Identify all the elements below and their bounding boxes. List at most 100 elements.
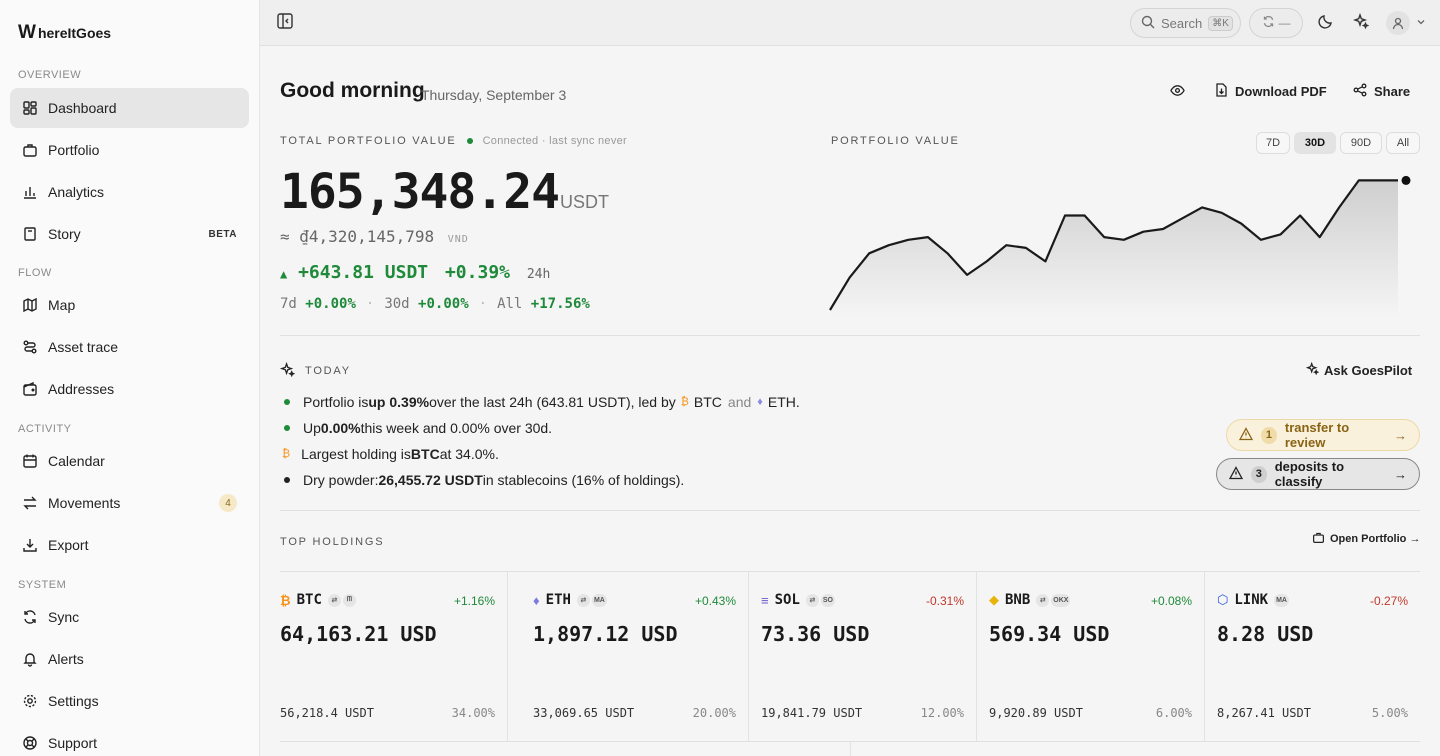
sidebar-item-addresses[interactable]: Addresses xyxy=(10,369,249,409)
portfolio-value-chart[interactable] xyxy=(820,158,1420,318)
search-button[interactable]: Search ⌘K xyxy=(1130,8,1241,38)
brand-name: hereItGoes xyxy=(37,25,112,41)
holding-symbol: SOL xyxy=(774,592,800,608)
toggle-visibility-button[interactable] xyxy=(1170,83,1185,101)
sidebar-item-story[interactable]: Story BETA xyxy=(10,214,249,254)
open-portfolio-link[interactable]: Open Portfolio → xyxy=(1312,531,1420,547)
insight-4: Dry powder: 26,455.72 USDT in stablecoin… xyxy=(284,472,684,488)
share-button[interactable]: Share xyxy=(1353,83,1410,100)
download-pdf-button[interactable]: Download PDF xyxy=(1215,83,1327,100)
change-pct: +0.39% xyxy=(444,262,510,283)
topbar: Search ⌘K — xyxy=(260,0,1440,46)
section-overview: OVERVIEW xyxy=(18,69,82,81)
holding-card-bnb[interactable]: ◆ BNB ⇄ OKX +0.08% 569.34 USD 9,920.89 US… xyxy=(977,572,1205,742)
holding-value: 33,069.65 USDT xyxy=(533,706,635,720)
holding-card-sol[interactable]: ≡ SOL ⇄ SO -0.31% 73.36 USD 19,841.79 USD… xyxy=(749,572,977,742)
period-changes: 7d +0.00% · 30d +0.00% · All +17.56% xyxy=(280,296,590,312)
sidebar-item-asset-trace[interactable]: Asset trace xyxy=(10,327,249,367)
change-abs: +643.81 USDT xyxy=(298,262,429,283)
sidebar-item-label: Export xyxy=(48,537,89,553)
holding-source-tags: ⇄ MA xyxy=(576,593,607,607)
page-title: Good morning xyxy=(280,79,425,102)
sidebar-item-calendar[interactable]: Calendar xyxy=(10,441,249,481)
sidebar-item-movements[interactable]: Movements 4 xyxy=(10,483,249,523)
brand-logo[interactable]: W hereItGoes xyxy=(18,22,111,44)
sidebar-item-sync[interactable]: Sync xyxy=(10,597,249,637)
range-90d-button[interactable]: 90D xyxy=(1340,132,1382,154)
holding-share: 12.00% xyxy=(920,706,964,720)
sidebar-item-label: Sync xyxy=(48,609,80,625)
holding-change: +1.16% xyxy=(453,594,495,608)
arrow-right-icon: → xyxy=(1394,427,1407,443)
divider xyxy=(850,742,851,756)
divider xyxy=(280,335,1420,336)
sidebar-item-settings[interactable]: Settings xyxy=(10,681,249,721)
warning-icon xyxy=(1228,465,1244,483)
sync-status-text: — xyxy=(1278,16,1291,30)
share-label: Share xyxy=(1374,84,1411,99)
sidebar-item-support[interactable]: Support xyxy=(10,723,249,756)
sidebar-item-analytics[interactable]: Analytics xyxy=(10,172,249,212)
gear-icon xyxy=(22,693,38,709)
panel-left-icon xyxy=(276,12,294,35)
holding-value: 19,841.79 USDT xyxy=(761,706,863,720)
arrow-right-icon: → xyxy=(1394,466,1407,482)
holding-symbol: BTC xyxy=(296,592,322,608)
holding-source-tags: MA xyxy=(1274,593,1289,607)
user-menu-button[interactable] xyxy=(1384,9,1428,37)
beta-badge: BETA xyxy=(208,228,237,240)
sparkles-icon xyxy=(1305,361,1320,378)
section-activity: ACTIVITY xyxy=(18,423,72,435)
search-shortcut: ⌘K xyxy=(1208,15,1233,31)
pill-label: deposits to classify xyxy=(1274,459,1345,489)
insight-3: ₿ Largest holding is BTC at 34.0%. xyxy=(282,446,499,462)
sidebar-item-label: Movements xyxy=(48,495,121,511)
range-all-button[interactable]: All xyxy=(1386,132,1420,154)
sidebar-item-map[interactable]: Map xyxy=(10,285,249,325)
sidebar-toggle-button[interactable] xyxy=(274,12,296,34)
ai-assistant-button[interactable] xyxy=(1350,12,1372,34)
total-value-unit: USDT xyxy=(560,192,609,212)
holding-change: +0.08% xyxy=(1150,594,1192,608)
period-30d: 30d +0.00% xyxy=(384,296,469,312)
holding-source-tags: ⇄ OKX xyxy=(1036,593,1071,607)
brand-mark: W xyxy=(18,22,36,43)
source-tag: ⇄ xyxy=(1036,593,1050,607)
main-content: Good morning Thursday, September 3 Downl… xyxy=(260,46,1440,756)
sync-status-button[interactable]: — xyxy=(1249,8,1303,38)
refresh-icon xyxy=(1262,15,1275,31)
bullet-dot xyxy=(284,477,290,483)
sidebar-item-label: Calendar xyxy=(48,453,105,469)
holding-share: 6.00% xyxy=(1155,706,1192,720)
sidebar: W hereItGoes OVERVIEW Dashboard Portfoli… xyxy=(0,0,260,756)
holding-card-btc[interactable]: ₿ BTC ⇄ ᗰ +1.16% 64,163.21 USD 56,218.4 U… xyxy=(280,572,508,742)
sidebar-item-dashboard[interactable]: Dashboard xyxy=(10,88,249,128)
sidebar-item-portfolio[interactable]: Portfolio xyxy=(10,130,249,170)
refresh-icon xyxy=(22,609,38,625)
range-30d-button[interactable]: 30D xyxy=(1294,132,1336,154)
holding-card-link[interactable]: ⬡ LINK MA -0.27% 8.28 USD 8,267.41 USDT … xyxy=(1205,572,1420,742)
holding-header: ♦ ETH ⇄ MA xyxy=(533,592,607,608)
search-label: Search xyxy=(1161,15,1203,31)
warning-icon xyxy=(1238,426,1254,444)
sidebar-item-label: Addresses xyxy=(48,381,115,397)
movements-count-badge: 4 xyxy=(219,494,237,512)
chart-latest-point xyxy=(1401,175,1411,185)
sidebar-item-label: Asset trace xyxy=(48,339,119,355)
sidebar-item-label: Alerts xyxy=(48,651,84,667)
separator: · xyxy=(365,296,375,312)
sidebar-item-label: Map xyxy=(48,297,76,313)
vnd-unit: VND xyxy=(447,234,469,245)
deposits-classify-pill[interactable]: 3 deposits to classify → xyxy=(1216,458,1420,490)
change-period: 24h xyxy=(526,267,551,282)
sidebar-item-export[interactable]: Export xyxy=(10,525,249,565)
today-header: TODAY xyxy=(279,361,351,380)
transfer-review-pill[interactable]: 1 transfer to review → xyxy=(1226,419,1420,451)
theme-toggle-button[interactable] xyxy=(1315,12,1337,34)
ask-goespilot-button[interactable]: Ask GoesPilot xyxy=(1305,361,1412,378)
sidebar-item-alerts[interactable]: Alerts xyxy=(10,639,249,679)
range-7d-button[interactable]: 7D xyxy=(1256,132,1290,154)
current-date: Thursday, September 3 xyxy=(421,87,567,103)
holding-card-eth[interactable]: ♦ ETH ⇄ MA +0.43% 1,897.12 USD 33,069.65 … xyxy=(521,572,749,742)
